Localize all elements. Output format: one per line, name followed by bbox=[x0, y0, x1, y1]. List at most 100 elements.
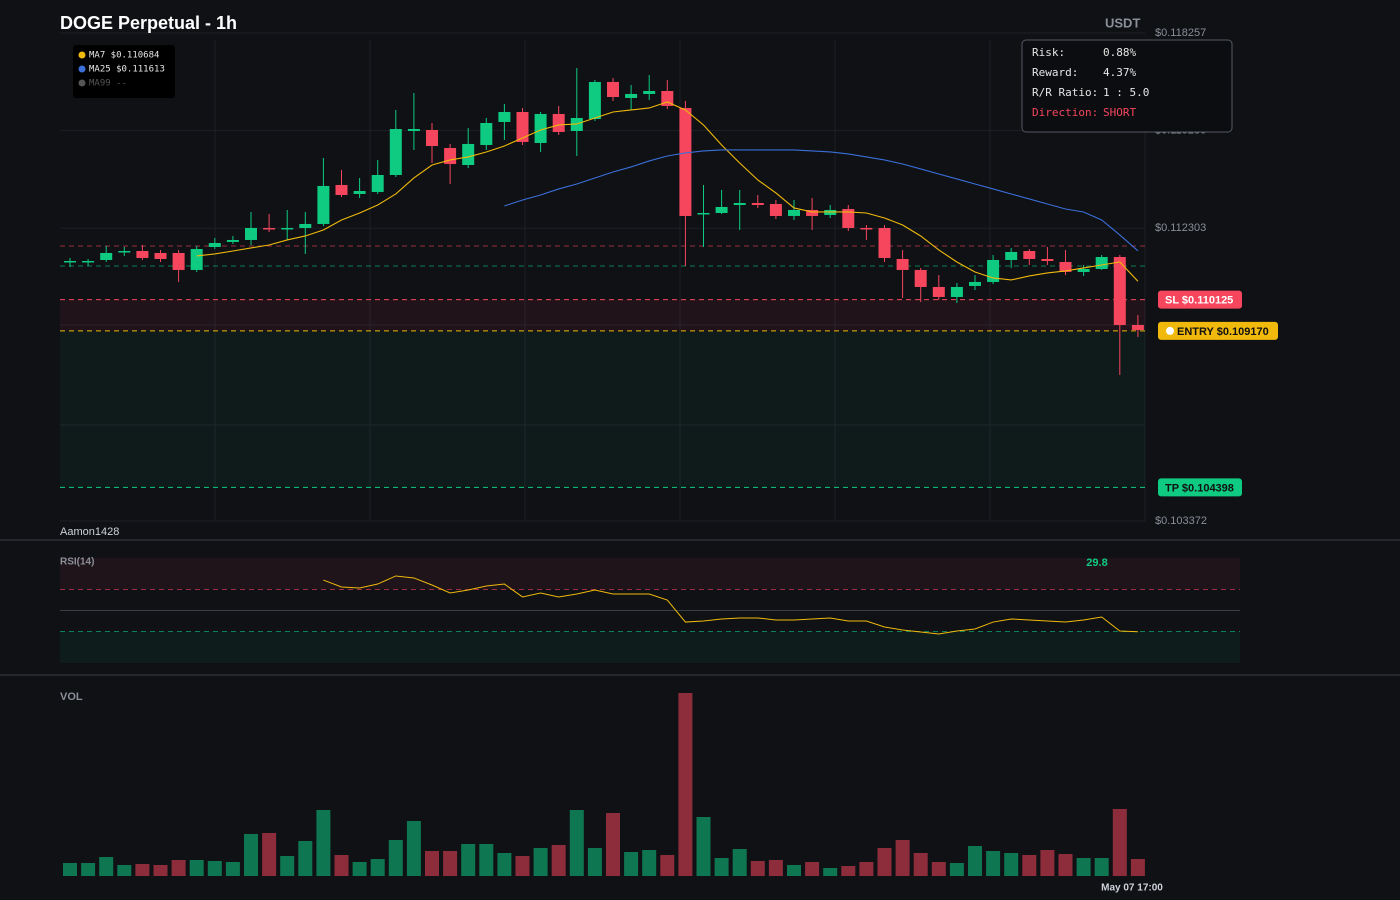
volume-bar bbox=[334, 855, 349, 876]
volume-bar bbox=[153, 865, 168, 876]
volume-bar bbox=[244, 834, 258, 876]
candle-body bbox=[661, 90, 674, 106]
volume-bar bbox=[841, 866, 856, 876]
level-badge bbox=[1158, 478, 1242, 497]
chart-title: DOGE Perpetual - 1h bbox=[60, 13, 237, 33]
candle-body bbox=[625, 93, 638, 98]
risk-label: Direction: bbox=[1032, 106, 1098, 119]
risk-label: Risk: bbox=[1032, 46, 1065, 59]
volume-bar bbox=[99, 857, 114, 876]
volume-bar bbox=[189, 860, 204, 876]
volume-bar bbox=[497, 853, 512, 876]
legend-swatch bbox=[78, 79, 86, 87]
volume-bar bbox=[678, 693, 693, 876]
volume-bar bbox=[895, 840, 910, 876]
legend-swatch bbox=[78, 51, 86, 59]
risk-value: 4.37% bbox=[1103, 66, 1136, 79]
reward-zone bbox=[60, 330, 1145, 488]
volume-bar bbox=[117, 865, 132, 876]
candle-body bbox=[245, 227, 257, 240]
volume-bar bbox=[587, 848, 602, 876]
candle-body bbox=[462, 143, 475, 165]
ma-line bbox=[196, 101, 1139, 282]
volume-title: VOL bbox=[60, 691, 83, 703]
risk-value: 1 : 5.0 bbox=[1103, 86, 1149, 99]
candle-body bbox=[697, 212, 710, 215]
volume-bar bbox=[1022, 855, 1037, 876]
candle-body bbox=[263, 227, 276, 230]
volume-bar bbox=[1130, 859, 1145, 876]
rsi-overbought-zone bbox=[60, 558, 1240, 590]
legend-label: MA25 $0.111613 bbox=[89, 65, 165, 75]
candle-body bbox=[172, 252, 185, 270]
volume-bar bbox=[63, 863, 77, 876]
candle-body bbox=[226, 239, 239, 242]
volume-bar bbox=[949, 863, 964, 876]
volume-bar bbox=[406, 821, 421, 876]
volume-bar bbox=[135, 864, 150, 876]
level-badge bbox=[1158, 290, 1242, 309]
volume-bar bbox=[913, 853, 928, 876]
volume-bar bbox=[660, 855, 675, 876]
candle-body bbox=[299, 223, 312, 228]
volume-bar bbox=[1004, 853, 1019, 876]
candle-body bbox=[335, 184, 348, 195]
level-label: ENTRY $0.109170 bbox=[1177, 326, 1269, 338]
legend-box bbox=[73, 45, 175, 98]
risk-zone bbox=[60, 299, 1145, 331]
risk-label: Reward: bbox=[1032, 66, 1078, 79]
candle-body bbox=[715, 206, 728, 213]
volume-bar bbox=[461, 844, 476, 876]
volume-bar bbox=[606, 813, 620, 876]
candle-body bbox=[498, 111, 511, 122]
rsi-line bbox=[323, 575, 1138, 635]
volume-bar bbox=[443, 851, 458, 876]
candle-body bbox=[806, 209, 819, 216]
volume-bar bbox=[515, 856, 530, 876]
candle-body bbox=[426, 129, 438, 146]
candle-body bbox=[1059, 261, 1072, 272]
level-label: SL $0.110125 bbox=[1165, 295, 1233, 307]
candle-body bbox=[208, 242, 221, 247]
candle-body bbox=[534, 113, 547, 143]
candle-body bbox=[842, 208, 855, 228]
candle-body bbox=[878, 227, 891, 258]
candle-body bbox=[769, 203, 782, 216]
volume-bar bbox=[642, 850, 657, 876]
volume-bar bbox=[262, 833, 277, 876]
candle-body bbox=[914, 269, 927, 287]
y-tick-label: $0.118257 bbox=[1155, 27, 1206, 39]
candle-body bbox=[407, 128, 420, 131]
zones bbox=[60, 299, 1145, 488]
volume-bar bbox=[207, 861, 222, 876]
volume-bar bbox=[877, 848, 892, 876]
volume-bar bbox=[479, 844, 494, 876]
volume-bar bbox=[388, 840, 403, 876]
candle-body bbox=[1077, 268, 1090, 272]
legend-swatch bbox=[78, 65, 86, 73]
rsi-panel: 29.8 bbox=[60, 557, 1240, 663]
volume-bar bbox=[714, 858, 729, 876]
volume-bar bbox=[533, 848, 548, 876]
candle-body bbox=[896, 258, 909, 270]
risk-box bbox=[1021, 39, 1233, 133]
volume-bar bbox=[1058, 854, 1073, 876]
candle-body bbox=[281, 227, 294, 230]
volume-bar bbox=[298, 841, 313, 876]
candle-body bbox=[860, 227, 873, 230]
candle-body bbox=[643, 90, 656, 94]
volume-bar bbox=[823, 868, 838, 876]
candle-body bbox=[371, 174, 384, 192]
risk-value: SHORT bbox=[1103, 106, 1136, 119]
candle-body bbox=[969, 281, 981, 286]
risk-value: 0.88% bbox=[1103, 46, 1136, 59]
candle-body bbox=[1041, 258, 1054, 261]
candle-body bbox=[751, 202, 764, 205]
volume-bar bbox=[805, 862, 820, 876]
volume-bar bbox=[787, 865, 801, 876]
volume-bar bbox=[1094, 858, 1109, 876]
candle-body bbox=[389, 128, 402, 175]
